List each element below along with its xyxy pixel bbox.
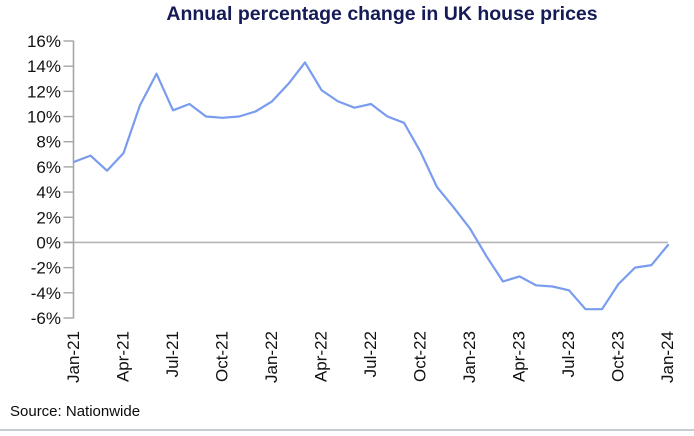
x-tick-label: Oct-22 bbox=[411, 331, 430, 382]
x-tick-label: Jan-22 bbox=[262, 331, 281, 383]
y-tick-label: 2% bbox=[36, 208, 61, 227]
y-tick-label: -4% bbox=[31, 284, 61, 303]
series-line-annual-change bbox=[72, 61, 670, 311]
x-tick-label: Apr-21 bbox=[114, 331, 133, 382]
y-tick-label: 0% bbox=[36, 233, 61, 252]
x-tick-label: Oct-23 bbox=[609, 331, 628, 382]
source-note: Source: Nationwide bbox=[10, 403, 141, 420]
y-tick-label: 8% bbox=[36, 133, 61, 152]
x-tick-label: Jan-23 bbox=[460, 331, 479, 383]
x-tick-label: Jan-24 bbox=[658, 331, 677, 383]
x-tick-label: Apr-23 bbox=[510, 331, 529, 382]
y-tick-label: 10% bbox=[27, 108, 61, 127]
y-tick-label: 14% bbox=[27, 57, 61, 76]
x-tick-label: Jul-22 bbox=[361, 331, 380, 377]
y-tick-label: 12% bbox=[27, 82, 61, 101]
chart-title: Annual percentage change in UK house pri… bbox=[166, 3, 598, 25]
x-tick-label: Jan-21 bbox=[64, 331, 83, 383]
x-tick-label: Apr-22 bbox=[312, 331, 331, 382]
x-tick-label: Jul-21 bbox=[163, 331, 182, 377]
x-tick-label: Oct-21 bbox=[213, 331, 232, 382]
y-tick-label: -6% bbox=[31, 309, 61, 328]
y-tick-label: 4% bbox=[36, 183, 61, 202]
bottom-rule bbox=[0, 429, 694, 431]
y-tick-label: 6% bbox=[36, 158, 61, 177]
y-tick-label: -2% bbox=[31, 259, 61, 278]
y-tick-label: 16% bbox=[27, 32, 61, 51]
x-tick-label: Jul-23 bbox=[559, 331, 578, 377]
